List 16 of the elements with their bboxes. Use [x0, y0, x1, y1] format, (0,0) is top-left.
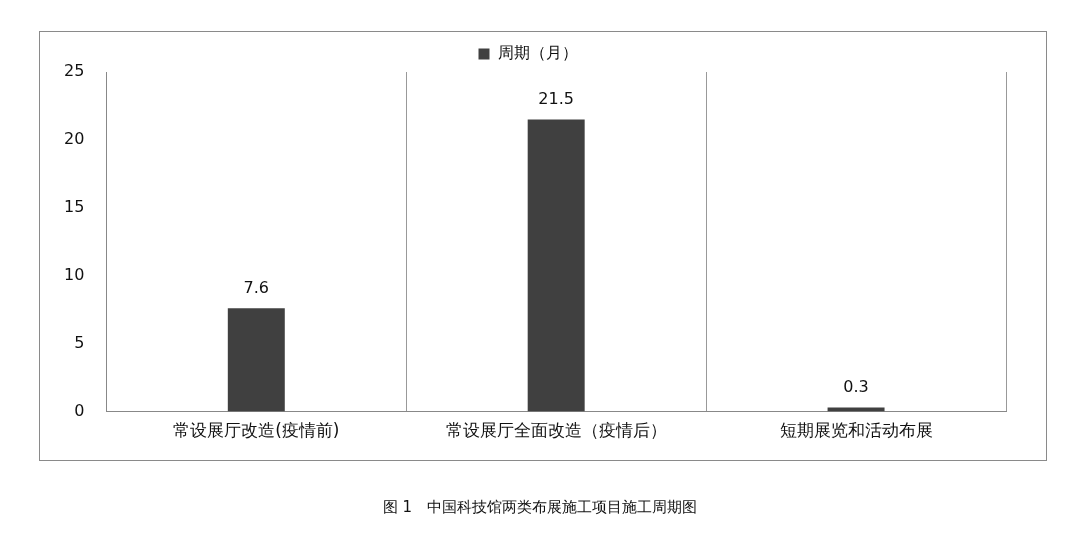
y-tick-label: 15 [64, 197, 85, 216]
y-tick-label: 25 [64, 61, 85, 81]
y-tick-label: 5 [74, 332, 85, 352]
bar [227, 308, 285, 412]
y-tick-label: 20 [64, 129, 85, 149]
caption: 图 1 中国科技馆两类布展施工项目施工周期图 [381, 498, 699, 517]
data-label: 7.6 [243, 277, 270, 297]
data-label: 21.5 [538, 88, 574, 108]
x-tick-label: 短期展览和活动布展 [779, 420, 933, 441]
legend-label: 周期（月） [497, 43, 578, 63]
data-label: 0.3 [843, 376, 869, 396]
y-tick-label: 10 [64, 264, 85, 284]
bar [527, 119, 585, 412]
x-tick-label: 常设展厅全面改造（疫情后） [445, 420, 667, 441]
y-tick-label: 0 [74, 400, 85, 420]
x-tick-label: 常设展厅改造(疫情前) [173, 420, 340, 441]
